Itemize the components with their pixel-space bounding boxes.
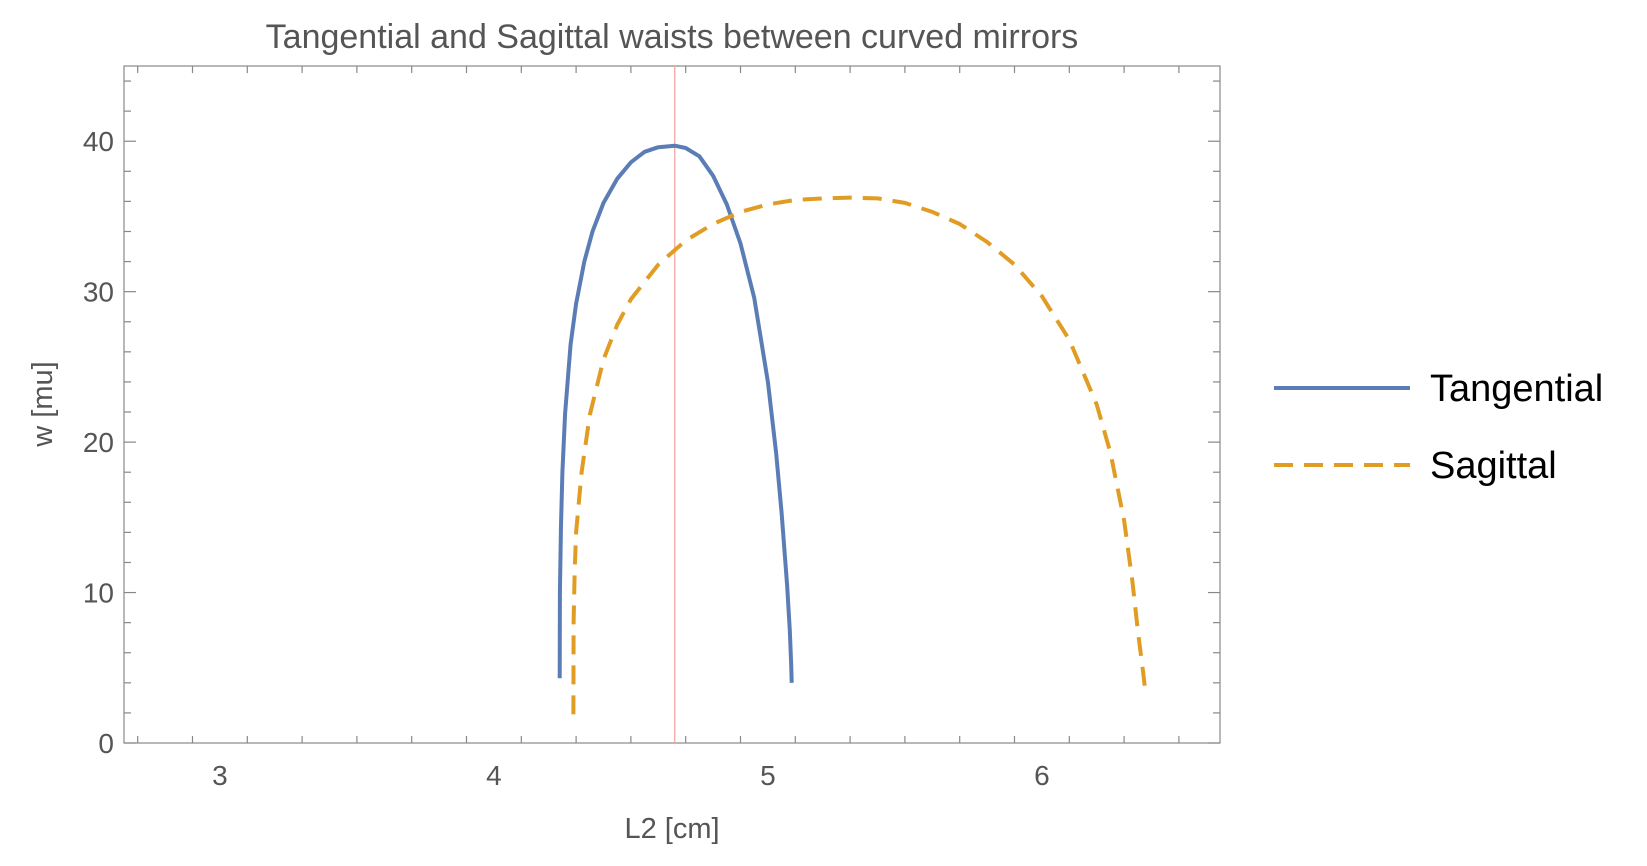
chart-title: Tangential and Sagittal waists between c…: [266, 18, 1079, 56]
legend: Tangential Sagittal: [1274, 368, 1603, 487]
legend-label-sagittal: Sagittal: [1430, 445, 1557, 487]
series-group: [557, 143, 1148, 715]
x-tick-label: 5: [760, 760, 776, 791]
y-tick-label: 40: [83, 126, 114, 157]
y-tick-label: 10: [83, 578, 114, 609]
series-line-sagittal: [571, 195, 1148, 715]
x-tick-label: 4: [486, 760, 502, 791]
axis-ticks: [124, 66, 1220, 744]
x-tick-label: 6: [1034, 760, 1050, 791]
legend-label-tangential: Tangential: [1430, 368, 1603, 410]
y-tick-label: 0: [98, 728, 114, 759]
y-tick-label: 20: [83, 427, 114, 458]
plot-frame: [123, 65, 1221, 744]
x-tick-label: 3: [212, 760, 228, 791]
x-axis-title: L2 [cm]: [624, 813, 719, 845]
tick-labels: 3 4 5 6 0 10 20 30 40: [83, 126, 1050, 791]
series-line-tangential: [557, 143, 794, 683]
y-tick-label: 30: [83, 277, 114, 308]
y-axis-title: w [mu]: [27, 361, 59, 447]
